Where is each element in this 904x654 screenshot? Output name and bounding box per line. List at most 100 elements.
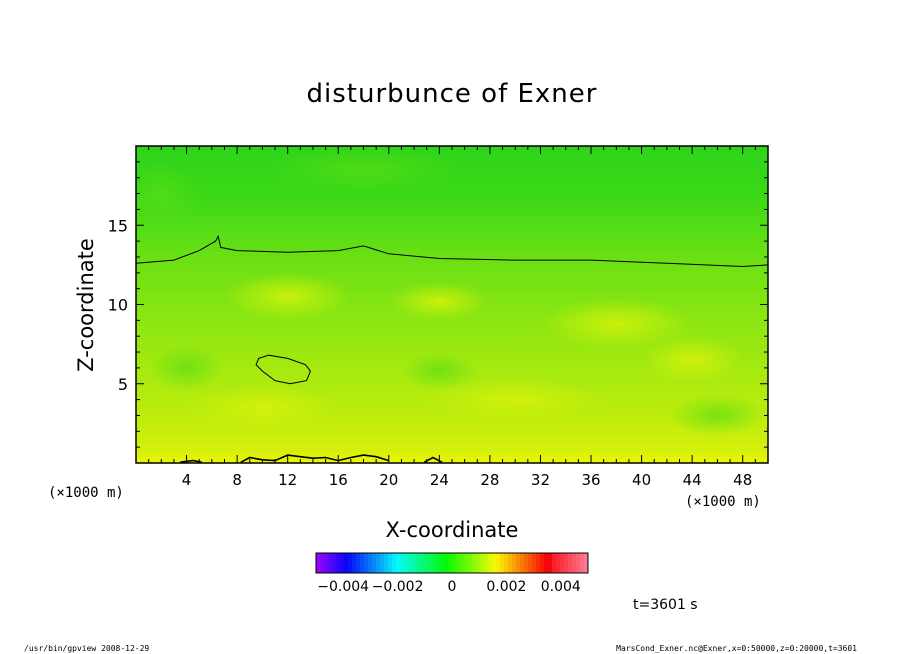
- colorbar-cell-53: [528, 553, 533, 573]
- colorbar-cell-4: [332, 553, 337, 573]
- colorbar-frame: [315, 552, 589, 574]
- x-tick-label-48: 48: [733, 471, 752, 489]
- colorbar-cell-63: [568, 553, 573, 573]
- x-axis-label: X-coordinate: [386, 518, 519, 542]
- colorbar-cell-15: [376, 553, 381, 573]
- colorbar-cell-18: [388, 553, 393, 573]
- x-tick-label-44: 44: [683, 471, 702, 489]
- colorbar: [315, 552, 589, 574]
- colorbar-cell-48: [508, 553, 513, 573]
- colorbar-cell-30: [436, 553, 441, 573]
- x-unit-right: (×1000 m): [685, 494, 761, 510]
- colorbar-cell-12: [364, 553, 369, 573]
- y-tick-label-15: 15: [108, 216, 128, 235]
- colorbar-cell-57: [544, 553, 549, 573]
- colorbar-cell-14: [372, 553, 377, 573]
- colorbar-cell-65: [576, 553, 581, 573]
- colorbar-cell-33: [448, 553, 453, 573]
- colorbar-cell-58: [548, 553, 553, 573]
- colorbar-cell-59: [552, 553, 557, 573]
- colorbar-cell-23: [408, 553, 413, 573]
- colorbar-cell-36: [460, 553, 465, 573]
- colorbar-cell-43: [488, 553, 493, 573]
- y-tick-label-5: 5: [118, 375, 128, 394]
- colorbar-cell-27: [424, 553, 429, 573]
- y-tick-label-10: 10: [108, 296, 128, 315]
- y-axis-label: Z-coordinate: [74, 238, 98, 372]
- colorbar-ticks: −0.004 −0.002 0 0.002 0.004: [317, 579, 581, 595]
- colorbar-cell-61: [560, 553, 565, 573]
- colorbar-cell-46: [500, 553, 505, 573]
- colorbar-cell-11: [360, 553, 365, 573]
- field-shade-8: [666, 394, 768, 437]
- x-tick-label-36: 36: [581, 471, 600, 489]
- colorbar-cell-1: [320, 553, 325, 573]
- colorbar-cell-19: [392, 553, 397, 573]
- field-shade-4: [426, 378, 604, 421]
- colorbar-cell-32: [444, 553, 449, 573]
- chart-title: disturbunce of Exner: [307, 79, 598, 109]
- colorbar-cell-42: [484, 553, 489, 573]
- footer-right: MarsCond_Exner.nc@Exner,x=0:50000,z=0:20…: [616, 644, 857, 653]
- colorbar-cell-55: [536, 553, 541, 573]
- colorbar-cell-45: [496, 553, 501, 573]
- footer-left: /usr/bin/gpview 2008-12-29: [24, 644, 149, 653]
- x-tick-label-4: 4: [182, 471, 192, 489]
- colorbar-cell-9: [352, 553, 357, 573]
- x-tick-label-16: 16: [329, 471, 348, 489]
- x-tick-label-40: 40: [632, 471, 651, 489]
- colorbar-cell-38: [468, 553, 473, 573]
- colorbar-cell-10: [356, 553, 361, 573]
- colorbar-cell-17: [384, 553, 389, 573]
- colorbar-cell-56: [540, 553, 545, 573]
- colorbar-cell-64: [572, 553, 577, 573]
- colorbar-cell-37: [464, 553, 469, 573]
- colorbar-cell-40: [476, 553, 481, 573]
- colorbar-cell-25: [416, 553, 421, 573]
- colorbar-cell-52: [524, 553, 529, 573]
- colorbar-tick-label-3: 0.002: [486, 579, 526, 595]
- colorbar-cell-41: [480, 553, 485, 573]
- contour-line-0: [136, 234, 768, 268]
- colorbar-cell-34: [452, 553, 457, 573]
- colorbar-cell-60: [556, 553, 561, 573]
- field-shade-9: [262, 146, 465, 194]
- field-shade-5: [641, 336, 743, 384]
- colorbar-cell-35: [456, 553, 461, 573]
- x-tick-label-24: 24: [430, 471, 449, 489]
- colorbar-cell-0: [316, 553, 321, 573]
- x-tick-label-12: 12: [278, 471, 297, 489]
- colorbar-tick-label-2: 0: [448, 579, 457, 595]
- colorbar-cell-28: [428, 553, 433, 573]
- field-shade-6: [148, 344, 225, 392]
- colorbar-cell-49: [512, 553, 517, 573]
- plot-area: [136, 146, 768, 463]
- colorbar-cell-51: [520, 553, 525, 573]
- colorbar-cell-20: [396, 553, 401, 573]
- colorbar-cell-8: [348, 553, 353, 573]
- colorbar-cell-31: [440, 553, 445, 573]
- x-tick-label-28: 28: [480, 471, 499, 489]
- colorbar-cell-66: [580, 553, 585, 573]
- colorbar-cell-6: [340, 553, 345, 573]
- x-unit-left: (×1000 m): [48, 485, 124, 501]
- field-shade-0: [224, 272, 351, 321]
- colorbar-cell-3: [328, 553, 333, 573]
- y-axis-ticks: 5 10 15: [108, 161, 768, 448]
- colorbar-cell-50: [516, 553, 521, 573]
- field-shade-3: [186, 385, 339, 430]
- colorbar-cell-26: [420, 553, 425, 573]
- colorbar-cell-44: [492, 553, 497, 573]
- field-shading: [136, 146, 768, 437]
- x-tick-label-32: 32: [531, 471, 550, 489]
- colorbar-cell-16: [380, 553, 385, 573]
- field-shade-7: [401, 352, 478, 391]
- colorbar-tick-label-4: 0.004: [541, 579, 581, 595]
- colorbar-cell-47: [504, 553, 509, 573]
- colorbar-cell-21: [400, 553, 405, 573]
- x-axis-ticks: 4 8 12 16 20 24 28 32 36 40 44 48: [148, 146, 756, 489]
- colorbar-cell-67: [584, 553, 589, 573]
- colorbar-cell-5: [336, 553, 341, 573]
- x-tick-label-8: 8: [232, 471, 242, 489]
